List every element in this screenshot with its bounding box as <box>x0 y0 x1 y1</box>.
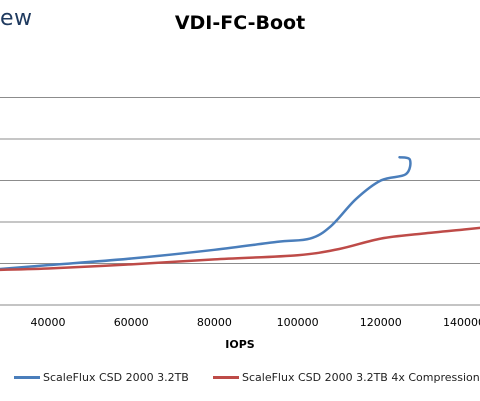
x-tick-label-4: 100000 <box>277 316 319 329</box>
legend-item-series-2: ScaleFlux CSD 2000 3.2TB 4x Compression <box>213 371 480 384</box>
legend-swatch-series-2 <box>213 376 239 379</box>
legend-label-series-1: ScaleFlux CSD 2000 3.2TB <box>43 371 189 384</box>
legend-item-series-1: ScaleFlux CSD 2000 3.2TB <box>14 371 189 384</box>
legend-swatch-series-1 <box>14 376 40 379</box>
series-line-2 <box>0 226 480 272</box>
x-tick-label-2: 60000 <box>114 316 149 329</box>
x-tick-label-5: 120000 <box>360 316 402 329</box>
legend: ScaleFlux CSD 2000 3.2TB ScaleFlux CSD 2… <box>0 371 480 389</box>
series-line-1 <box>0 156 412 271</box>
x-axis-label: IOPS <box>225 338 255 351</box>
gridlines <box>0 97 480 264</box>
x-tick-label-3: 80000 <box>197 316 232 329</box>
chart-title: VDI-FC-Boot <box>174 12 306 34</box>
x-tick-labels: 40000 60000 80000 100000 120000 140000 <box>31 316 480 329</box>
x-tick-label-1: 40000 <box>31 316 66 329</box>
series-lines <box>0 156 480 272</box>
legend-label-series-2: ScaleFlux CSD 2000 3.2TB 4x Compression <box>242 371 480 384</box>
x-tick-label-6: 140000 <box>443 316 480 329</box>
brand-logo-text: ew <box>0 6 33 31</box>
